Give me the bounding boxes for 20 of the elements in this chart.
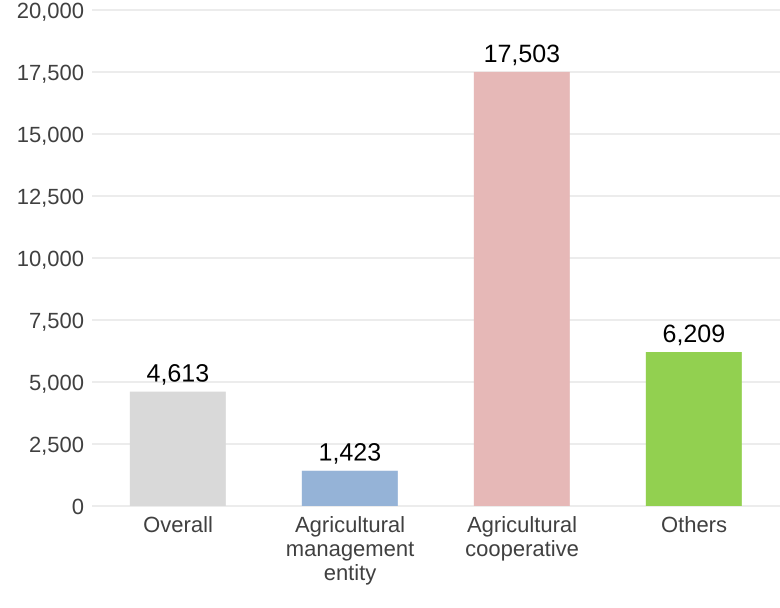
data-label: 4,613 <box>146 360 210 388</box>
bar <box>646 352 742 506</box>
y-tick-label: 0 <box>72 494 84 519</box>
bar <box>474 72 570 506</box>
y-tick-label: 20,000 <box>16 0 84 23</box>
y-tick-label: 5,000 <box>28 370 84 395</box>
y-tick-label: 12,500 <box>16 184 84 209</box>
data-label: 17,503 <box>484 40 560 68</box>
x-tick-label: Overall <box>143 512 213 537</box>
bar <box>302 470 398 506</box>
x-tick-label: Agricultural cooperative <box>465 512 579 561</box>
y-tick-label: 10,000 <box>16 246 84 271</box>
data-label: 6,209 <box>662 320 726 348</box>
y-tick-label: 17,500 <box>16 60 84 85</box>
y-tick-label: 2,500 <box>28 432 84 457</box>
x-tick-label: Others <box>660 512 728 537</box>
x-tick-label: Agricultural management entity <box>286 512 414 585</box>
y-tick-label: 15,000 <box>16 122 84 147</box>
data-label: 1,423 <box>318 438 382 467</box>
y-tick-label: 7,500 <box>28 308 84 333</box>
